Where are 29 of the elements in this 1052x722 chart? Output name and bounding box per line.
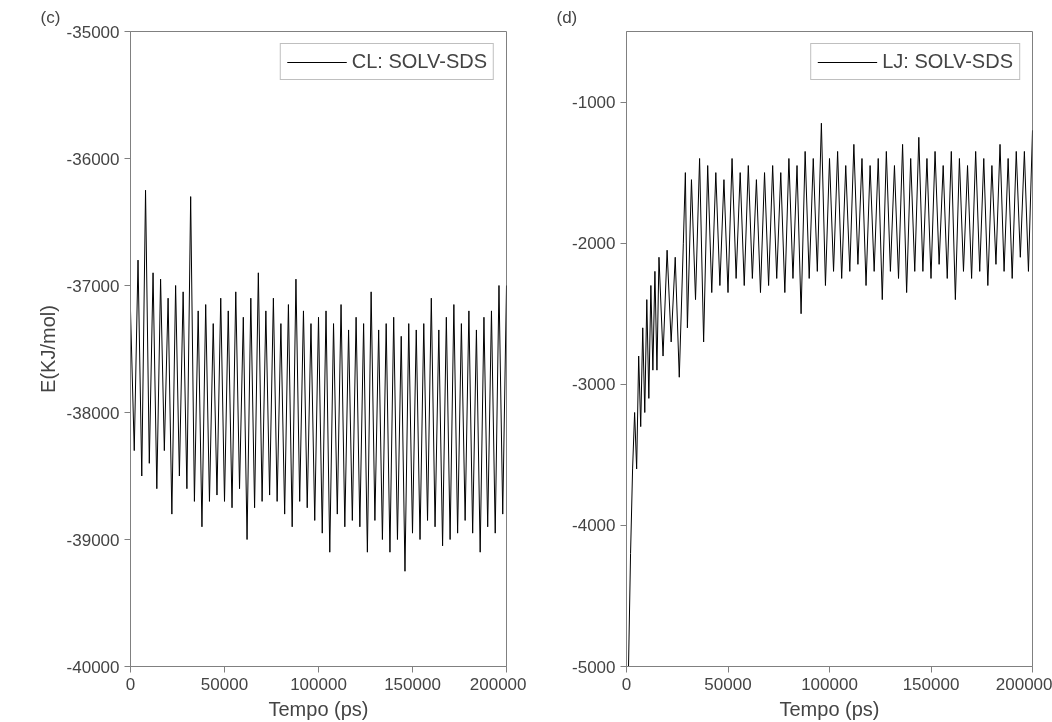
x-tick-label: 200000 [469,674,527,694]
x-tick-label: 200000 [995,674,1052,694]
y-tick-label: -4000 [572,516,616,536]
x-tick-label: 50000 [704,674,752,694]
x-tick-label: 100000 [290,674,347,694]
legend-label: LJ: SOLV-SDS [882,50,1013,73]
y-tick-label: -1000 [572,93,616,113]
y-tick-label: -5000 [572,657,616,677]
x-tick-label: 0 [621,674,632,694]
y-tick-label: -3000 [572,375,616,395]
y-tick-label: -39000 [66,530,120,550]
y-tick-label: -36000 [66,149,120,169]
x-tick-label: 50000 [200,674,249,694]
chart-title: (d) [556,7,578,27]
x-tick-label: 0 [125,674,136,694]
x-axis-title: Tempo (ps) [268,697,369,720]
line-series [130,189,507,572]
chart-title: (c) [40,7,61,27]
x-tick-label: 150000 [384,674,441,694]
legend-label: CL: SOLV-SDS [351,50,487,73]
y-tick-label: -40000 [66,657,120,677]
y-tick-label: -35000 [66,22,120,42]
y-tick-label: -38000 [66,403,120,423]
x-tick-label: 100000 [801,674,858,694]
y-tick-label: -2000 [572,234,616,254]
x-axis-title: Tempo (ps) [779,697,880,720]
x-tick-label: 150000 [902,674,960,694]
y-tick-label: -37000 [66,276,120,296]
y-axis-title: E(KJ/mol) [36,305,59,393]
